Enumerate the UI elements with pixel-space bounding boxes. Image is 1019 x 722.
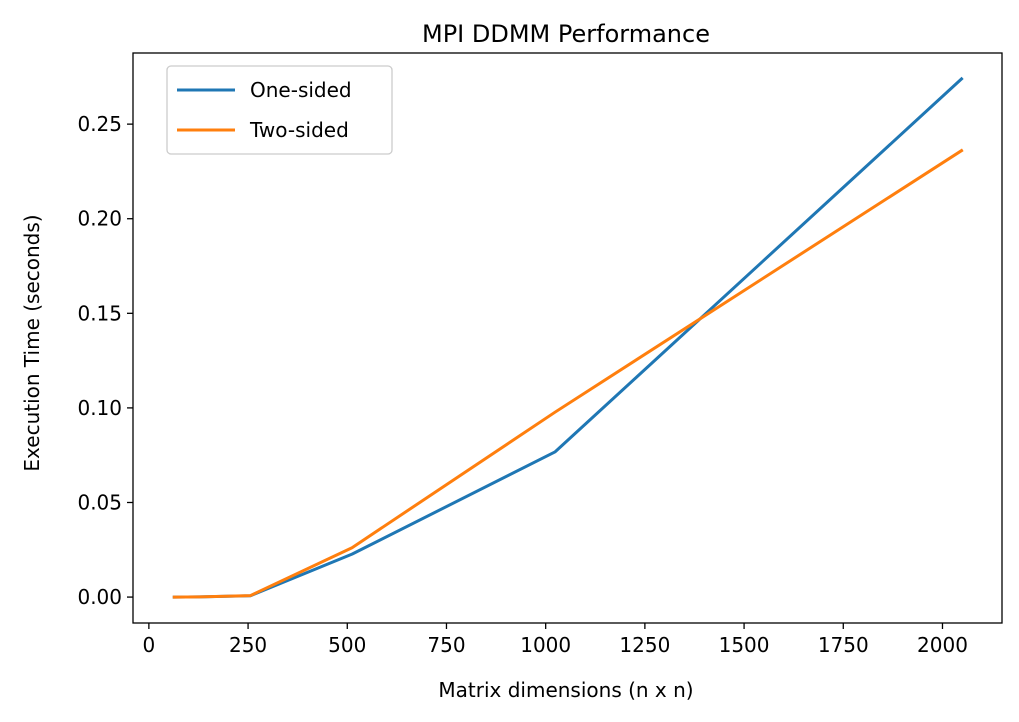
legend-box (166, 65, 393, 155)
x-tick-label: 500 (328, 633, 366, 657)
x-tick-label: 0 (143, 633, 156, 657)
x-axis: 0 250 500 750 1000 1250 1500 1750 2000 (143, 623, 968, 657)
series-line-two-sided (172, 148, 964, 599)
plot-frame (132, 52, 1003, 624)
x-tick-label: 1000 (520, 633, 571, 657)
y-axis-title: Execution Time (seconds) (20, 214, 44, 471)
legend-label-two-sided: Two-sided (249, 118, 349, 142)
x-tick-label: 1500 (719, 633, 770, 657)
x-tick-label: 750 (427, 633, 465, 657)
y-tick-label: 0.15 (77, 301, 122, 325)
x-tick-label: 2000 (917, 633, 968, 657)
y-tick-label: 0.05 (77, 490, 122, 514)
legend-label-one-sided: One-sided (250, 78, 352, 102)
legend: One-sided Two-sided (166, 65, 393, 155)
legend-items: One-sided Two-sided (177, 78, 352, 142)
y-tick-label: 0.25 (77, 112, 122, 136)
x-tick-label: 1250 (619, 633, 670, 657)
y-tick-label: 0.10 (77, 396, 122, 420)
y-axis: 0.00 0.05 0.10 0.15 0.20 0.25 (77, 112, 133, 609)
y-tick-label: 0.00 (77, 585, 122, 609)
chart-title: MPI DDMM Performance (422, 20, 710, 48)
x-axis-title: Matrix dimensions (n x n) (438, 678, 693, 702)
x-tick-label: 250 (229, 633, 267, 657)
series-group (172, 76, 964, 599)
x-tick-label: 1750 (818, 633, 869, 657)
y-tick-label: 0.20 (77, 207, 122, 231)
